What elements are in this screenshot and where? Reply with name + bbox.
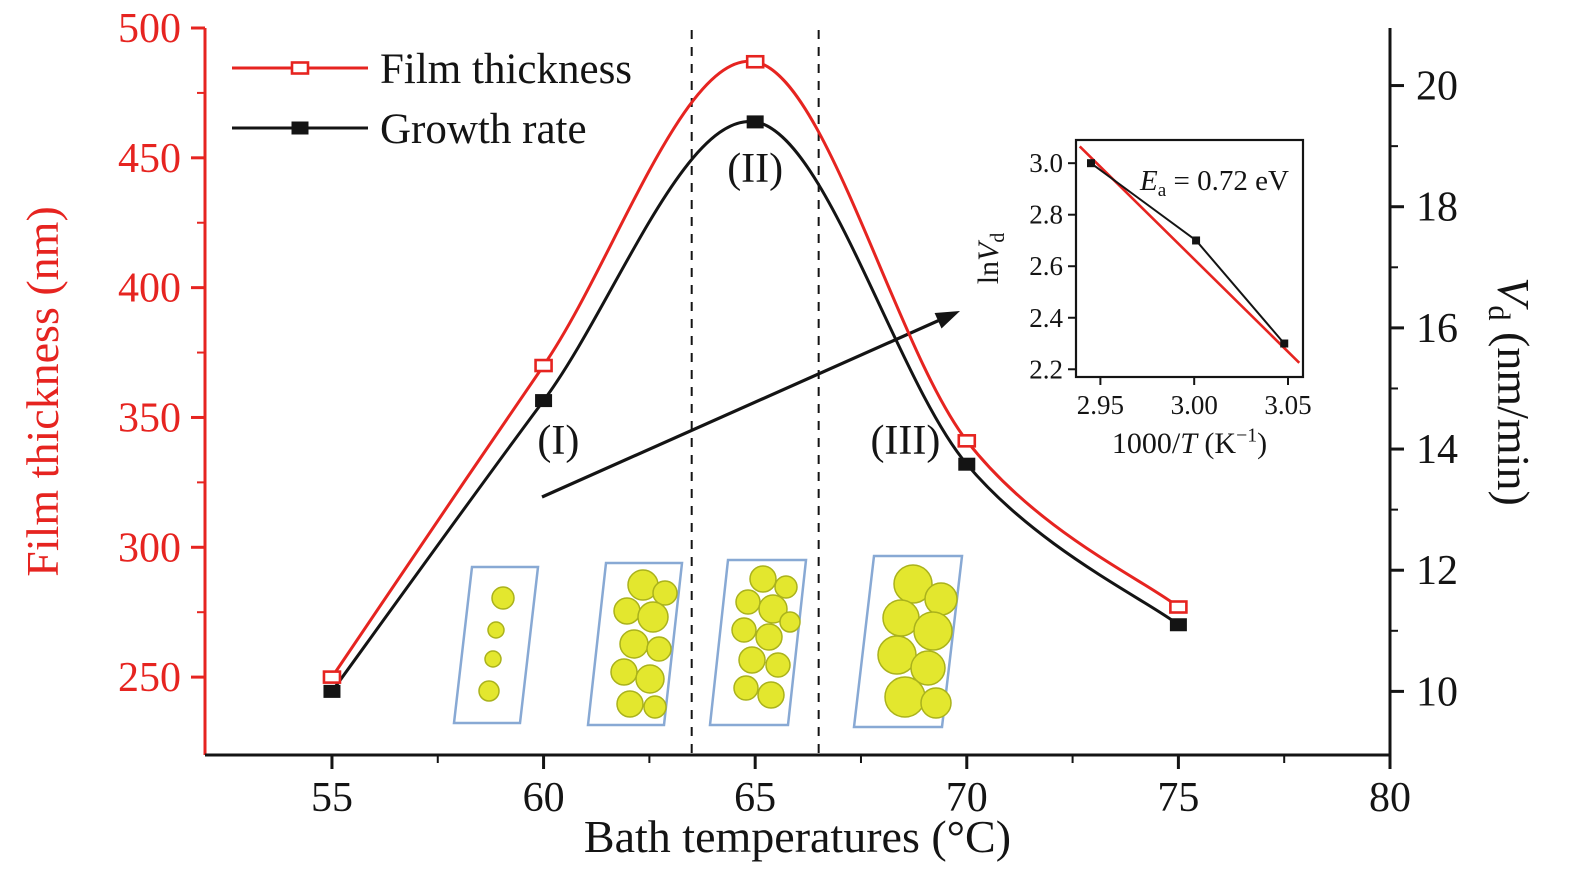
nucleation-particle <box>619 629 649 659</box>
inset-pointer-arrow <box>541 314 950 499</box>
right-tick-label: 20 <box>1416 64 1458 110</box>
nucleation-particle <box>884 676 926 718</box>
inset-data-marker <box>1192 236 1201 245</box>
nucleation-particle <box>637 601 669 633</box>
legend-marker-icon <box>291 121 309 135</box>
nucleation-particle <box>765 652 791 678</box>
nucleation-particle <box>610 658 638 686</box>
nucleation-particle <box>478 680 500 702</box>
x-axis-title: Bath temperatures (°C) <box>584 811 1011 862</box>
film-thickness-marker <box>957 434 977 448</box>
inset-y-tick-label: 2.2 <box>1029 354 1063 384</box>
substrate-panel-1 <box>452 565 540 725</box>
nucleation-particle <box>491 586 515 610</box>
inset-y-tick-label: 2.4 <box>1029 303 1063 333</box>
substrate-panel-4 <box>852 554 964 729</box>
nucleation-particle <box>755 623 783 651</box>
nucleation-particle <box>646 636 672 662</box>
legend-item-2: Growth rate <box>232 106 587 153</box>
film-thickness-marker <box>1169 600 1188 614</box>
nucleation-particle <box>758 594 788 624</box>
legend-item-1: Film thickness <box>232 46 632 93</box>
region-label-2: (II) <box>727 146 783 192</box>
film-thickness-marker <box>322 670 342 684</box>
inset-activation-energy-annotation: Ea = 0.72 eV <box>1139 165 1289 201</box>
nucleation-particle <box>774 575 798 599</box>
x-tick-label: 65 <box>734 775 776 821</box>
left-axis-title: Film thickness (nm) <box>17 206 68 577</box>
left-tick-label: 450 <box>118 136 181 182</box>
left-tick-label: 400 <box>118 266 181 312</box>
nucleation-particle <box>613 597 641 625</box>
right-tick-label: 18 <box>1416 185 1458 231</box>
x-tick-label: 55 <box>311 775 353 821</box>
legend: Film thickness Growth rate <box>232 46 632 153</box>
film-thickness-marker <box>534 358 553 373</box>
nucleation-particle <box>643 695 667 719</box>
left-tick-label: 300 <box>118 525 181 571</box>
right-tick-label: 14 <box>1416 427 1458 473</box>
legend-label: Film thickness <box>380 46 632 93</box>
right-tick-label: 16 <box>1416 306 1458 352</box>
substrate-schematics <box>452 554 964 729</box>
legend-label: Growth rate <box>380 106 587 153</box>
region-label-3: (III) <box>870 418 940 464</box>
nucleation-particle <box>487 621 505 639</box>
inset-data-marker <box>1280 339 1289 348</box>
inset-y-tick-label: 2.6 <box>1029 251 1063 281</box>
inset-x-tick-label: 3.00 <box>1171 390 1218 420</box>
growth-rate-marker <box>323 684 341 698</box>
x-tick-label: 70 <box>946 775 988 821</box>
inset-data-marker <box>1087 159 1096 168</box>
inset-y-tick-label: 2.8 <box>1029 200 1063 230</box>
growth-rate-marker <box>746 115 764 129</box>
right-tick-label: 10 <box>1416 669 1458 715</box>
inset-arrhenius-plot: 2.2 2.4 2.6 2.8 3.0 2.95 3.00 3.05 Ea = 0.72 eV l… <box>972 138 1312 460</box>
x-tick-label: 75 <box>1157 775 1199 821</box>
nucleation-particle <box>893 564 933 604</box>
growth-rate-marker <box>535 394 553 408</box>
legend-marker-icon <box>290 61 310 75</box>
growth-rate-marker <box>958 457 976 471</box>
nucleation-particle <box>749 565 777 593</box>
nucleation-particle <box>779 611 801 633</box>
left-tick-label: 350 <box>118 395 181 441</box>
arrowhead-icon <box>934 311 960 329</box>
nucleation-particle <box>616 690 644 718</box>
substrate-outline <box>452 565 540 725</box>
nucleation-particle <box>738 646 766 674</box>
right-tick-label: 12 <box>1416 548 1458 594</box>
inset-y-tick-label: 3.0 <box>1029 148 1063 178</box>
substrate-panel-3 <box>708 558 808 727</box>
nucleation-particle <box>733 675 759 701</box>
inset-x-axis-title: 1000/T (K−1) <box>1112 425 1267 460</box>
left-tick-label: 500 <box>118 6 181 52</box>
nucleation-particle <box>913 611 953 651</box>
inset-y-axis-title: lnVd <box>972 233 1009 285</box>
film-thickness-markers <box>322 54 1188 684</box>
left-tick-label: 250 <box>118 655 181 701</box>
inset-x-tick-label: 3.05 <box>1264 390 1311 420</box>
nucleation-particle <box>635 664 665 694</box>
nucleation-particle <box>652 580 678 606</box>
nucleation-particle <box>731 617 757 643</box>
nucleation-particle <box>757 681 785 709</box>
film-thickness-marker <box>745 54 765 69</box>
right-axis-title: Vd (nm/min) <box>1482 277 1539 506</box>
growth-rate-marker <box>1169 618 1187 632</box>
nucleation-particle <box>924 582 958 616</box>
growth-rate-markers <box>323 115 1187 698</box>
inset-x-tick-label: 2.95 <box>1077 390 1124 420</box>
nucleation-particle <box>484 650 502 668</box>
nucleation-particle <box>920 687 952 719</box>
x-tick-label: 60 <box>523 775 565 821</box>
substrate-panel-2 <box>586 561 684 727</box>
region-label-1: (I) <box>537 418 579 464</box>
axis-ticks: 250 300 350 400 450 500 55 60 65 70 75 80 10 12 14 16 18… <box>118 6 1458 821</box>
nucleation-particle <box>910 650 946 686</box>
nucleation-particle <box>735 589 761 615</box>
x-tick-label: 80 <box>1369 775 1411 821</box>
